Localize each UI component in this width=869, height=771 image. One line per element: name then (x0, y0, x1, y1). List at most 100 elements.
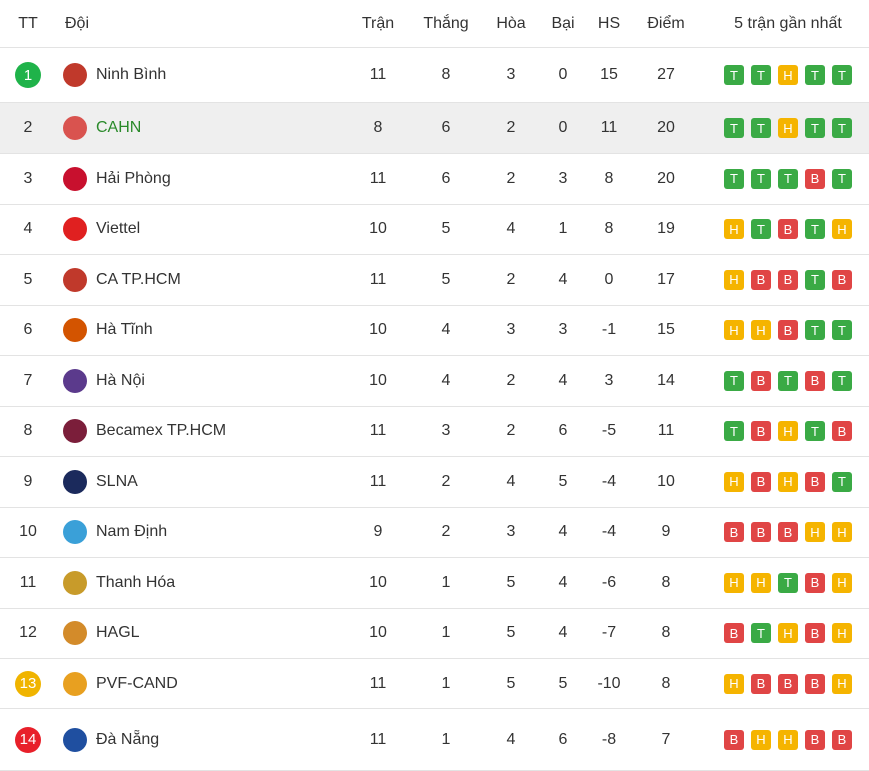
table-row: 8 Becamex TP.HCM 11 3 2 6 -5 11 T B H T B (0, 407, 869, 457)
team-logo (63, 267, 87, 292)
table-row: 5 CA TP.HCM 11 5 2 4 0 17 H B B T B (0, 255, 869, 306)
stat-won: 1 (441, 730, 451, 748)
stat-gd: 0 (604, 270, 614, 288)
table-row: 2 CAHN 8 6 2 0 11 20 T T H T T (0, 103, 869, 154)
stat-lost: 4 (558, 371, 568, 389)
form-badge: H (751, 729, 771, 750)
rank: 8 (23, 422, 33, 440)
form-badge: T (805, 219, 825, 240)
form-badge: T (724, 65, 744, 85)
stat-points: 9 (661, 523, 671, 541)
stat-gd: -8 (601, 730, 617, 748)
form-badge: H (724, 269, 744, 290)
stat-points: 8 (661, 573, 671, 591)
team-name: Đà Nẵng (96, 730, 160, 748)
form-badge: T (751, 219, 771, 240)
stat-points: 10 (657, 472, 675, 490)
stat-drawn: 4 (506, 472, 516, 490)
stat-gd: 8 (604, 220, 614, 238)
stat-won: 1 (441, 573, 451, 591)
stat-gd: 3 (604, 371, 614, 389)
form-badge: B (832, 269, 852, 290)
form-badge: T (778, 572, 798, 593)
stat-drawn: 2 (506, 371, 516, 389)
stat-lost: 6 (558, 422, 568, 440)
stat-played: 10 (369, 573, 387, 591)
stat-played: 11 (369, 472, 387, 490)
stat-played: 11 (369, 422, 387, 440)
stat-drawn: 2 (506, 270, 516, 288)
rank: 11 (19, 573, 37, 591)
form-badge: B (778, 219, 798, 240)
form-badge: B (724, 522, 744, 543)
column-header: HS (597, 14, 621, 32)
stat-played: 10 (369, 371, 387, 389)
stat-drawn: 4 (506, 730, 516, 748)
stat-played: 11 (369, 730, 387, 748)
team-logo (63, 63, 87, 87)
form-badge: B (805, 471, 825, 492)
table-row: 7 Hà Nội 10 4 2 4 3 14 T B T B T (0, 356, 869, 407)
team-name: Hải Phòng (96, 169, 171, 187)
stat-points: 20 (657, 119, 675, 136)
form-badge: T (724, 168, 744, 189)
table-row: 1 Ninh Bình 11 8 3 0 15 27 T T H T T (0, 48, 869, 103)
table-row: 4 Viettel 10 5 4 1 8 19 H T B T H (0, 205, 869, 255)
table-row: 10 Nam Định 9 2 3 4 -4 9 B B B H H (0, 508, 869, 558)
form-badge: H (778, 118, 798, 138)
team-logo (63, 621, 87, 646)
stat-gd: -7 (601, 624, 617, 642)
form-badge: B (832, 729, 852, 750)
stat-won: 8 (441, 66, 451, 83)
stat-gd: -6 (601, 573, 617, 591)
table-row: 9 SLNA 11 2 4 5 -4 10 H B H B T (0, 457, 869, 508)
stat-gd: 8 (604, 169, 614, 187)
stat-drawn: 2 (506, 119, 516, 136)
team-name: Thanh Hóa (96, 573, 176, 591)
stat-points: 20 (657, 169, 675, 187)
form-badge: B (751, 370, 771, 391)
form-badge: B (805, 370, 825, 391)
form-badge: T (832, 65, 852, 85)
form-badge: H (751, 572, 771, 593)
table-row: 13 PVF-CAND 11 1 5 5 -10 8 H B B B H (0, 659, 869, 709)
rank: 2 (23, 119, 33, 136)
form-badge: H (832, 623, 852, 644)
stat-won: 5 (441, 220, 451, 238)
form-badge: T (751, 623, 771, 644)
form-badge: B (805, 168, 825, 189)
stat-lost: 6 (558, 730, 568, 748)
form-badge: T (751, 118, 771, 138)
stat-drawn: 5 (506, 573, 516, 591)
stat-lost: 5 (558, 674, 568, 692)
stat-won: 6 (441, 169, 451, 187)
team-name: Ninh Bình (96, 66, 167, 83)
stat-drawn: 3 (506, 66, 516, 83)
form-badge: T (724, 118, 744, 138)
form-badge: T (832, 118, 852, 138)
stat-drawn: 5 (506, 624, 516, 642)
team-logo (63, 116, 87, 140)
stat-lost: 4 (558, 523, 568, 541)
form-badge: T (805, 269, 825, 290)
form-badge: T (751, 168, 771, 189)
form-badge: H (778, 421, 798, 442)
form-badge: T (832, 370, 852, 391)
form-badge: H (832, 522, 852, 543)
stat-won: 2 (441, 472, 451, 490)
stat-gd: -5 (601, 422, 617, 440)
form-badge: T (805, 421, 825, 442)
form-badge: B (724, 729, 744, 750)
form-badge: H (778, 471, 798, 492)
team-name: PVF-CAND (96, 674, 178, 692)
table-row: 6 Hà Tĩnh 10 4 3 3 -1 15 H H B T T (0, 306, 869, 356)
form-badge: H (778, 623, 798, 644)
table-row: 11 Thanh Hóa 10 1 5 4 -6 8 H H T B H (0, 558, 869, 609)
form-badge: H (832, 219, 852, 240)
column-header: Bại (551, 14, 575, 32)
form-badge: H (751, 320, 771, 341)
team-logo (63, 217, 87, 242)
column-header: Điểm (647, 14, 685, 32)
rank-badge: 14 (15, 726, 41, 753)
rank-badge: 13 (15, 670, 41, 697)
